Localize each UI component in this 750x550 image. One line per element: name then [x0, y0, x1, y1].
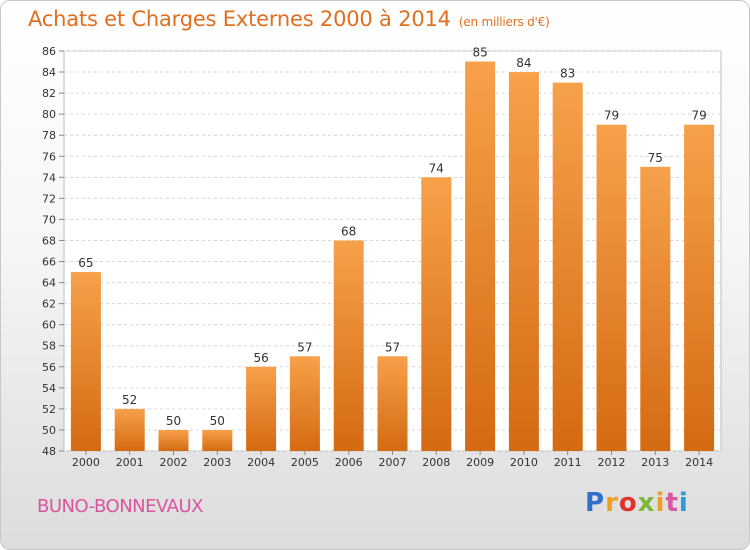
y-tick-label: 64	[42, 277, 56, 290]
y-tick-label: 52	[42, 403, 56, 416]
bar	[158, 429, 189, 451]
x-tick-label: 2005	[291, 456, 319, 469]
data-label: 50	[166, 414, 181, 428]
y-tick-label: 48	[42, 445, 56, 458]
bar	[596, 124, 627, 452]
bar	[289, 356, 320, 451]
data-label: 56	[253, 351, 268, 365]
x-tick-label: 2009	[466, 456, 494, 469]
data-label: 57	[385, 340, 400, 354]
x-tick-label: 2010	[510, 456, 538, 469]
bar-layer	[70, 61, 715, 452]
label-layer: 48 50 52 54 56 58 60 62 64 66 68 70 72 74 76 78 80 82 84 86…	[42, 45, 713, 469]
bar	[465, 61, 496, 452]
bar	[421, 177, 452, 451]
y-tick-label: 84	[42, 66, 56, 79]
x-tick-label: 2013	[641, 456, 669, 469]
logo-letter: i	[655, 488, 666, 518]
data-label: 79	[604, 109, 619, 123]
logo-letter: i	[678, 488, 689, 518]
chart-title: Achats et Charges Externes 2000 à 2014 (e…	[28, 7, 550, 31]
y-tick-label: 74	[42, 171, 56, 184]
x-tick-label: 2001	[116, 456, 144, 469]
logo-letter: P	[585, 488, 606, 518]
y-tick-label: 58	[42, 340, 56, 353]
data-label: 85	[472, 46, 487, 60]
data-label: 50	[210, 414, 225, 428]
x-tick-label: 2004	[247, 456, 275, 469]
x-tick-label: 2007	[379, 456, 407, 469]
y-tick-label: 68	[42, 234, 56, 247]
y-tick-label: 78	[42, 129, 56, 142]
x-tick-label: 2003	[203, 456, 231, 469]
y-tick-label: 70	[42, 213, 56, 226]
data-label: 79	[691, 109, 706, 123]
y-tick-label: 82	[42, 87, 56, 100]
y-tick-label: 72	[42, 192, 56, 205]
bar	[552, 82, 583, 451]
bar	[202, 429, 233, 451]
x-tick-label: 2012	[598, 456, 626, 469]
bar	[114, 408, 145, 451]
y-tick-label: 56	[42, 361, 56, 374]
bar	[684, 124, 715, 452]
y-tick-label: 86	[42, 45, 56, 58]
bar-chart: 48 50 52 54 56 58 60 62 64 66 68 70 72 74 76 78 80 82 84 86…	[42, 45, 722, 469]
data-label: 52	[122, 393, 137, 407]
bar	[333, 240, 364, 451]
x-tick-label: 2014	[685, 456, 713, 469]
logo-letter: x	[637, 488, 656, 518]
logo-letter: o	[618, 488, 638, 518]
bar	[640, 166, 671, 451]
x-tick-label: 2006	[335, 456, 363, 469]
logo-letter: t	[665, 488, 679, 518]
unit-label: (en milliers d'€)	[458, 15, 550, 29]
y-tick-label: 76	[42, 150, 56, 163]
place-name: BUNO-BONNEVAUX	[37, 496, 204, 517]
data-label: 68	[341, 224, 356, 238]
y-tick-label: 60	[42, 319, 56, 332]
data-label: 84	[516, 56, 531, 70]
bar	[377, 356, 408, 451]
y-tick-label: 66	[42, 256, 56, 269]
bar	[246, 366, 277, 451]
data-label: 65	[78, 256, 93, 270]
data-label: 57	[297, 340, 312, 354]
data-label: 74	[429, 161, 444, 175]
y-tick-label: 80	[42, 108, 56, 121]
bar	[508, 72, 539, 451]
x-tick-label: 2000	[72, 456, 100, 469]
y-tick-label: 50	[42, 424, 56, 437]
data-label: 75	[648, 151, 663, 165]
x-tick-label: 2008	[422, 456, 450, 469]
proxiti-logo: Proxiti	[585, 488, 689, 518]
title-text: Achats et Charges Externes 2000 à 2014	[28, 7, 451, 31]
logo-letter: r	[605, 488, 619, 518]
bar	[70, 272, 101, 451]
x-tick-label: 2011	[554, 456, 582, 469]
y-tick-label: 62	[42, 298, 56, 311]
x-tick-label: 2002	[160, 456, 188, 469]
y-tick-label: 54	[42, 382, 56, 395]
data-label: 83	[560, 67, 575, 81]
